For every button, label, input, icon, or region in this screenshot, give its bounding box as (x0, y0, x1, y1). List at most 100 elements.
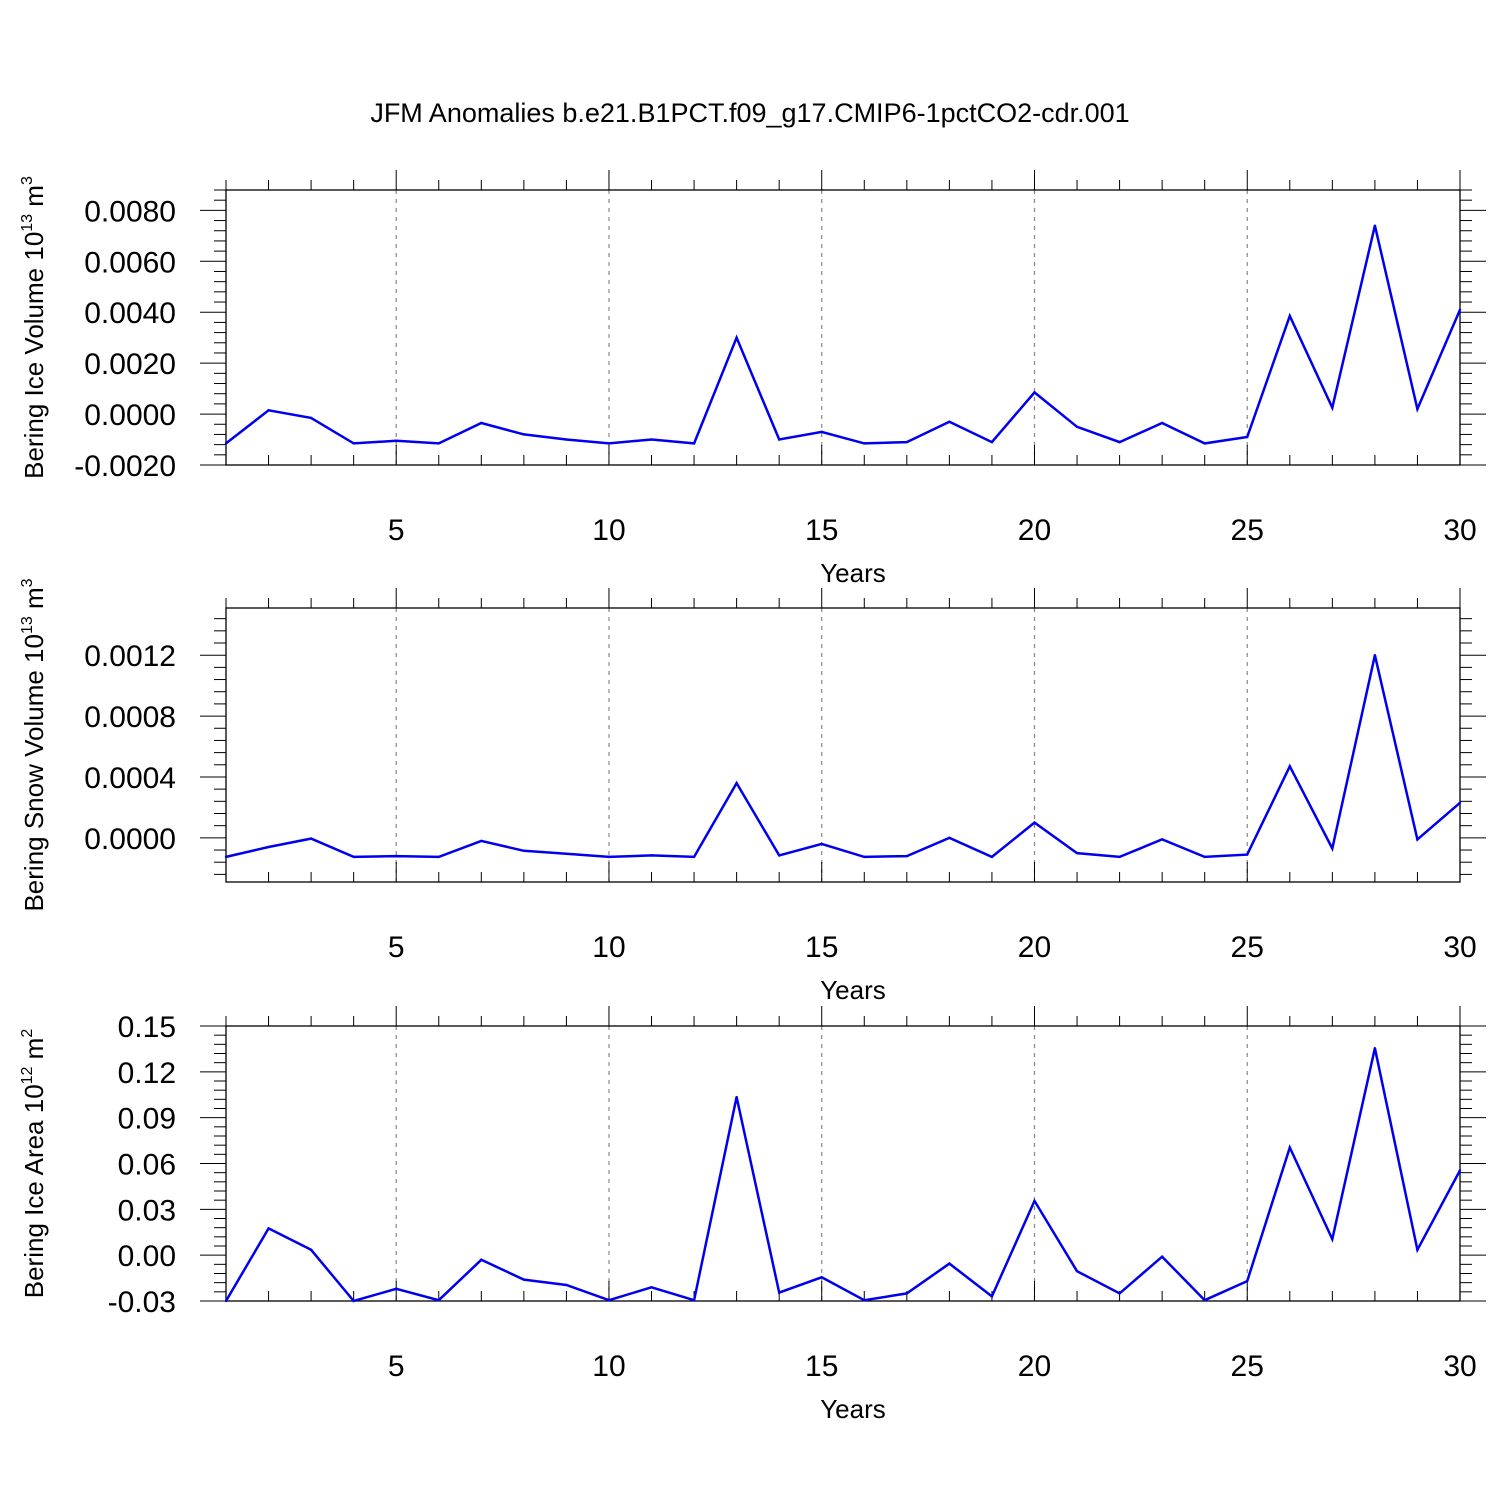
data-point (309, 837, 313, 840)
data-point (735, 336, 738, 339)
data-point (990, 855, 994, 859)
data-point (1288, 314, 1291, 318)
data-point (1458, 801, 1462, 805)
data-point (777, 854, 781, 857)
data-point (1203, 855, 1206, 859)
y-tick-label: 0.0012 (84, 640, 176, 673)
data-point (224, 442, 228, 445)
data-point (1075, 1270, 1079, 1273)
data-point (565, 852, 568, 856)
data-point (267, 1227, 270, 1230)
data-point (1288, 765, 1291, 768)
y-label-unit: m (19, 185, 49, 214)
x-tick-label: 10 (592, 1350, 625, 1383)
data-point (1416, 838, 1419, 841)
data-point (437, 855, 440, 859)
data-point (522, 1278, 526, 1281)
series-line (225, 225, 1462, 445)
data-point (1203, 442, 1206, 445)
y-label-unit-exponent: 3 (19, 176, 36, 185)
data-point (1075, 851, 1079, 855)
data-point (480, 421, 483, 425)
data-point (395, 854, 398, 858)
data-point (650, 854, 653, 857)
x-tick-label: 20 (1018, 931, 1051, 964)
data-point (1160, 1255, 1164, 1258)
x-tick-label: 25 (1231, 931, 1264, 964)
data-point (352, 855, 355, 859)
y-tick-label: 0.0000 (84, 399, 176, 432)
x-tick-label: 30 (1443, 931, 1476, 964)
x-tick-label: 30 (1443, 514, 1476, 547)
y-tick-label: 0.0008 (84, 701, 176, 734)
x-axis-label: Years (820, 558, 886, 588)
data-point (1458, 1169, 1462, 1172)
data-point (1416, 407, 1419, 411)
figure-title: JFM Anomalies b.e21.B1PCT.f09_g17.CMIP6-… (370, 98, 1130, 128)
data-point (863, 855, 866, 859)
data-point (1373, 1046, 1377, 1050)
series-line (224, 1047, 1462, 1303)
y-tick-label: -0.03 (108, 1286, 176, 1319)
chart-panel-3: 5 10 15 20 25 30 -0.03 0.00 0.03 0.06 0.09 0.12 0.15… (19, 1006, 1486, 1424)
data-point (692, 1299, 696, 1302)
data-point (777, 1291, 781, 1294)
y-tick-label: 0.12 (118, 1057, 176, 1090)
data-point (1246, 435, 1249, 439)
data-point (1458, 308, 1462, 311)
data-point (820, 842, 823, 846)
data-point (224, 855, 228, 859)
x-tick-label: 20 (1018, 514, 1051, 547)
x-tick-label: 10 (592, 931, 625, 964)
data-point (1160, 421, 1164, 425)
plot-frame (225, 189, 1461, 466)
data-point (863, 1299, 866, 1302)
y-tick-label: 0.0004 (84, 762, 176, 795)
data-point (522, 433, 526, 436)
y-label-unit-exponent: 3 (19, 578, 36, 587)
y-axis-label: Bering Snow Volume 1013 m3 (19, 578, 49, 911)
data-point (480, 1258, 483, 1261)
data-point (565, 438, 568, 441)
data-point (735, 1095, 738, 1099)
x-tick-label: 20 (1018, 1350, 1051, 1383)
y-label-unit: m (19, 587, 49, 616)
y-tick-label: 0.15 (118, 1011, 176, 1044)
data-point (1203, 1299, 1206, 1302)
data-point (437, 442, 440, 445)
y-tick-label: 0.0040 (84, 297, 176, 330)
x-tick-label: 25 (1231, 1350, 1264, 1383)
data-point (735, 781, 738, 785)
data-point (1033, 821, 1036, 824)
x-tick-label: 15 (805, 1350, 838, 1383)
data-point (692, 442, 696, 445)
x-tick-label: 30 (1443, 1350, 1476, 1383)
x-tick-label: 10 (592, 514, 625, 547)
y-label-exponent: 13 (19, 214, 36, 232)
data-point (607, 442, 611, 445)
x-tick-label: 15 (805, 931, 838, 964)
chart-panel-1: 5 10 15 20 25 30 -0.0020 0.0000 0.0020 0.0040 0.00… (19, 170, 1486, 588)
data-point (607, 1299, 611, 1302)
data-point (1288, 1146, 1291, 1149)
y-tick-label: 0.0000 (84, 823, 176, 856)
data-point (1033, 391, 1036, 394)
data-point (267, 845, 270, 849)
data-point (1331, 406, 1334, 409)
x-tick-label: 5 (388, 1350, 405, 1383)
data-point (692, 855, 696, 859)
data-point (1331, 1237, 1334, 1241)
data-point (352, 1299, 355, 1303)
data-point (820, 1276, 823, 1279)
x-axis-label: Years (820, 975, 886, 1005)
data-point (905, 854, 909, 858)
data-point (267, 409, 270, 412)
data-point (522, 849, 526, 852)
data-point (309, 416, 313, 420)
y-label-exponent: 13 (19, 616, 36, 634)
data-point (224, 1299, 228, 1303)
y-label-text: Bering Ice Volume 10 (19, 232, 49, 479)
y-label-unit: m (19, 1038, 49, 1067)
data-point (777, 438, 781, 441)
